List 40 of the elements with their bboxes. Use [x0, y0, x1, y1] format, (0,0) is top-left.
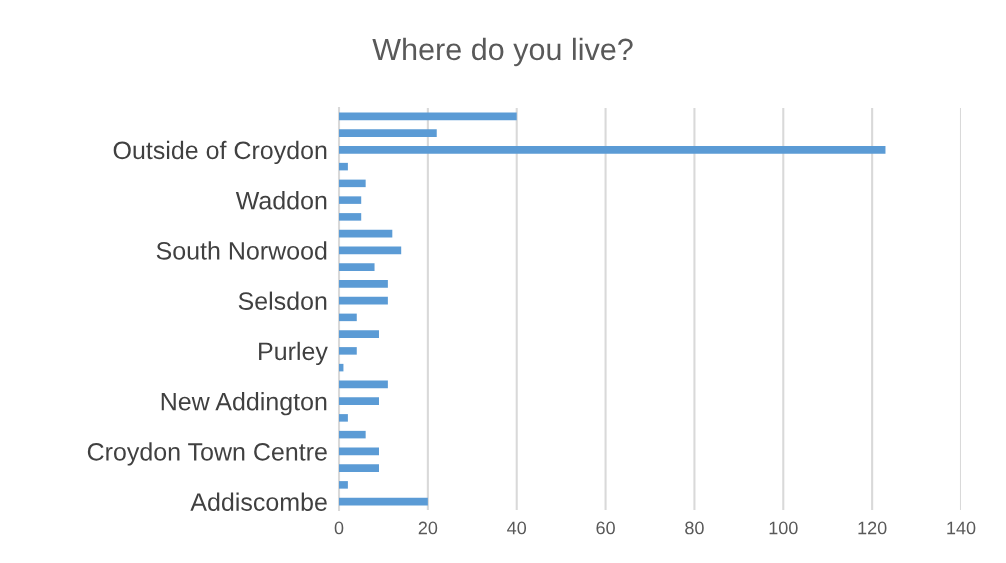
x-tick-label: 140 — [947, 521, 976, 535]
bar — [339, 497, 428, 506]
y-tick-label: Purley — [259, 341, 328, 366]
x-tick-label: 0 — [334, 521, 344, 535]
bar — [339, 481, 348, 489]
bar — [339, 313, 357, 322]
bar — [339, 146, 886, 154]
bar — [339, 330, 379, 338]
bar — [339, 112, 517, 121]
bar — [339, 179, 366, 188]
y-tick-label: South Norwood — [156, 241, 327, 260]
x-tick-label: 40 — [507, 521, 527, 535]
x-tick-label: 20 — [418, 521, 438, 535]
bar — [339, 414, 348, 422]
bar — [339, 397, 379, 405]
bar — [339, 213, 362, 221]
bar — [339, 246, 402, 255]
x-tick-label: 60 — [596, 521, 615, 535]
bar — [339, 129, 437, 137]
bar — [339, 464, 379, 472]
y-tick-label: Selsdon — [238, 291, 327, 310]
x-tick-label: 120 — [858, 521, 887, 535]
y-tick-label: Waddon — [235, 191, 327, 210]
y-tick-label: Outside of Croydon — [113, 140, 327, 165]
chart-title: Where do you live? — [372, 37, 633, 67]
bar — [339, 447, 379, 456]
y-tick-label: Croydon Town Centre — [87, 442, 327, 466]
bar — [339, 162, 348, 171]
bar — [339, 430, 366, 439]
bar — [339, 347, 357, 355]
bar — [339, 263, 375, 271]
bar — [339, 380, 388, 389]
bar — [339, 229, 393, 238]
x-tick-label: 80 — [685, 521, 704, 535]
y-tick-label: Addiscombe — [190, 492, 327, 511]
y-tick-label: New Addington — [161, 392, 327, 416]
bar — [339, 196, 362, 204]
bar — [339, 296, 388, 305]
bar — [339, 280, 388, 288]
x-tick-label: 100 — [769, 521, 798, 535]
